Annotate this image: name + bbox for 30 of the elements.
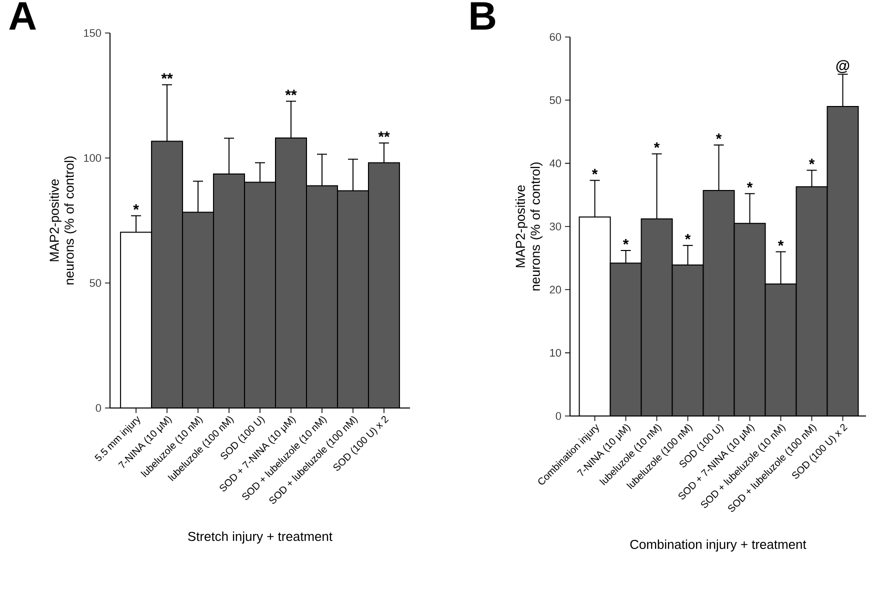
y-tick-label: 10 [550, 348, 562, 357]
y-tick-label: 60 [550, 33, 562, 41]
x-axis-title: Stretch injury + treatment [188, 532, 332, 544]
y-tick-label: 50 [90, 279, 102, 287]
annotation: * [746, 182, 753, 188]
x-axis-title: Combination injury + treatment [630, 540, 806, 552]
text: A [9, 2, 36, 30]
annotation: * [778, 240, 784, 246]
y-tick-label: 100 [84, 154, 102, 162]
y-tick-label: 20 [550, 286, 562, 294]
annotation: * [654, 142, 660, 148]
annotation: * [684, 234, 691, 240]
y-tick-label: 0 [96, 404, 102, 412]
annotation: ** [285, 90, 297, 96]
y-tick-label: 150 [84, 29, 102, 37]
annotation: @ [836, 60, 850, 74]
annotation: * [716, 134, 722, 140]
annotation: * [133, 204, 139, 210]
y-axis-title: MAP2-positive neurons (% of control) [49, 156, 76, 284]
y-axis-title: MAP2-positive neurons (% of control) [515, 162, 542, 290]
annotation: * [592, 168, 598, 174]
annotation: * [622, 239, 629, 245]
y-tick-label: 0 [556, 412, 562, 420]
text: B [470, 2, 496, 30]
y-tick-label: 40 [550, 159, 562, 168]
annotation: ** [378, 132, 390, 138]
y-tick-label: 50 [550, 96, 562, 104]
y-tick-label: 30 [550, 222, 562, 230]
annotation: ** [161, 73, 173, 79]
annotation: * [808, 158, 815, 164]
